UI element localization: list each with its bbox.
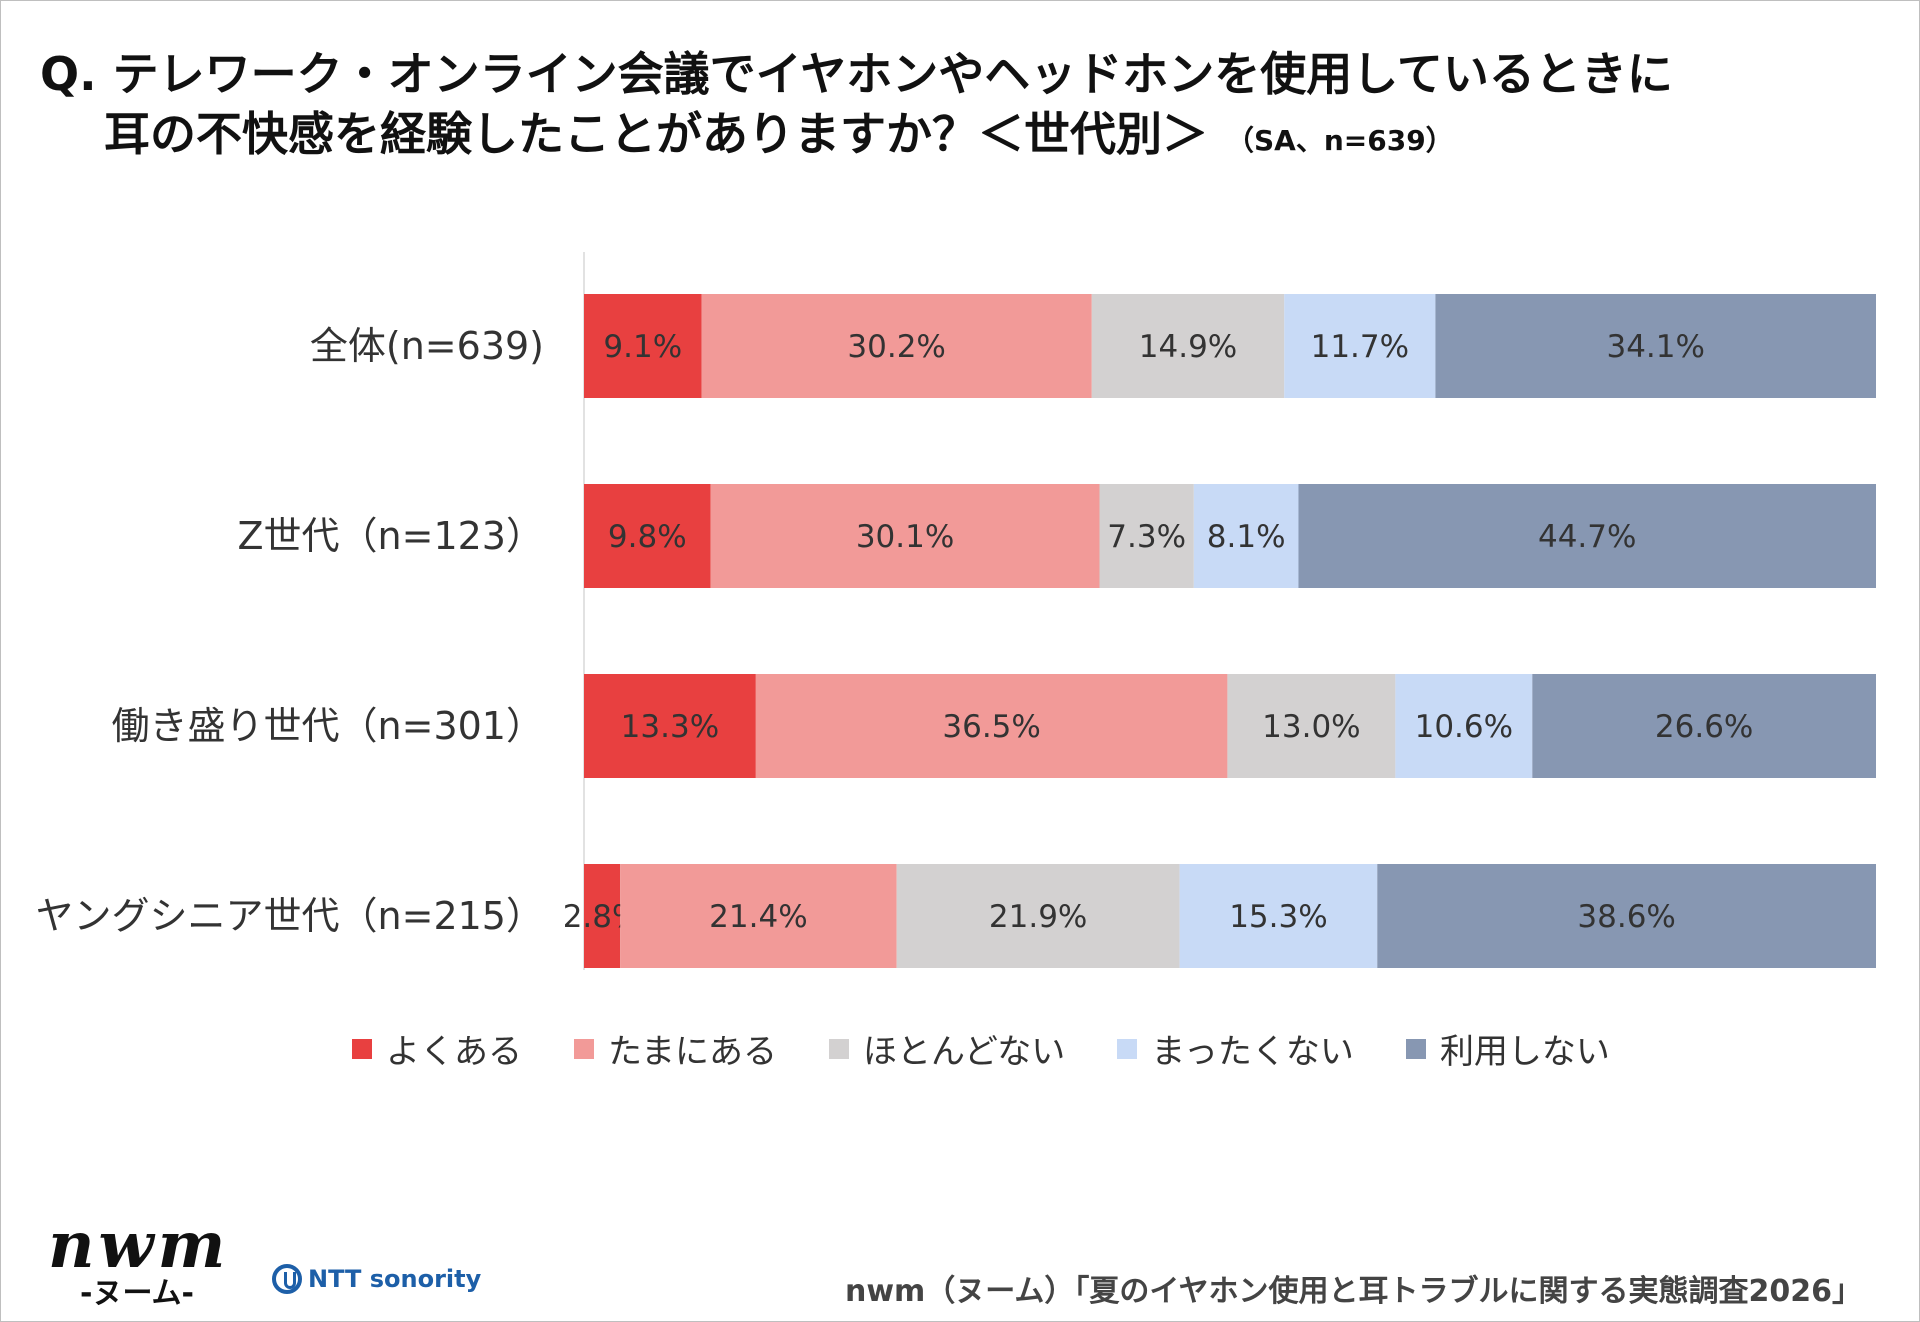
bar-segment [1435,294,1876,398]
legend-swatch [352,1038,372,1059]
legend-item: ほとんどない [828,1024,1066,1073]
legend-label: ほとんどない [862,1032,1066,1072]
bar-segment [1298,484,1876,588]
data-label: 44.7% [1538,519,1636,555]
bar-segment [1284,294,1436,398]
data-label: 21.9% [989,899,1087,935]
category-label: ヤングシニア世代（n=215） [36,894,544,938]
data-label: 26.6% [1655,709,1753,745]
bar-segment [584,484,711,588]
bar-segment [584,294,702,398]
data-label: 13.3% [621,709,719,745]
data-label: 11.7% [1311,329,1409,365]
title-subtitle: （SA、n=639） [1226,124,1454,157]
legend-item: よくある [352,1024,522,1073]
bar-segment [620,864,897,968]
category-label: 働き盛り世代（n=301） [112,704,544,748]
legend-item: たまにある [574,1024,777,1073]
legend-label: たまにある [608,1032,777,1072]
title-line-2-text: 耳の不快感を経験したことがありますか？＜世代別＞ [104,107,1208,161]
bar-segment [584,864,621,968]
nwm-logo: nwm [48,1208,230,1283]
data-label: 9.8% [608,519,687,555]
title-line-2: 耳の不快感を経験したことがありますか？＜世代別＞ （SA、n=639） [40,104,1673,171]
data-label: 9.1% [603,329,682,365]
legend-item: 利用しない [1405,1024,1610,1073]
category-label: Z世代（n=123） [238,514,545,558]
nwm-logo-subtext: -ヌーム- [80,1276,195,1311]
data-label: 21.4% [709,899,807,935]
data-label: 7.3% [1107,519,1186,555]
data-label: 38.6% [1577,899,1675,935]
bar-segment [1227,674,1396,778]
bar-segment [1395,674,1533,778]
bar-segment [584,674,756,778]
bar-segment [1532,674,1876,778]
bar-segment [1193,484,1299,588]
bar-segment [1099,484,1194,588]
chart-title: Q. テレワーク・オンライン会議でイヤホンやヘッドホンを使用しているときに 耳の… [40,44,1673,171]
legend-label: よくある [386,1032,522,1072]
bar-segment [755,674,1228,778]
bar-segment [1091,294,1285,398]
legend-item: まったくない [1117,1024,1354,1073]
chart-legend: よくある たまにある ほとんどない まったくない 利用しない [352,1024,1610,1073]
data-label: 15.3% [1229,899,1327,935]
legend-label: 利用しない [1439,1032,1610,1072]
bar-segment [896,864,1180,968]
title-line-1: Q. テレワーク・オンライン会議でイヤホンやヘッドホンを使用しているときに [40,47,1673,101]
bar-segment [1377,864,1876,968]
ntt-sonority-logo: NTT sonority [272,1264,481,1294]
bar-segment [710,484,1100,588]
data-label: 13.0% [1262,709,1360,745]
legend-label: まったくない [1151,1032,1354,1072]
data-label: 30.1% [856,519,954,555]
ntt-logo-text: NTT sonority [308,1265,482,1293]
bar-segment [1179,864,1378,968]
data-label: 30.2% [847,329,945,365]
data-label: 34.1% [1606,329,1704,365]
data-label: 10.6% [1415,709,1513,745]
legend-swatch [828,1038,849,1059]
data-label: 36.5% [942,709,1040,745]
data-label: 14.9% [1139,329,1237,365]
legend-swatch [1117,1038,1138,1059]
source-credit: nwm（ヌーム）「夏のイヤホン使用と耳トラブルに関する実態調査2026」 [844,1274,1862,1309]
data-label: 8.1% [1207,519,1286,555]
bar-segment [701,294,1092,398]
ntt-logo-icon [272,1264,302,1294]
legend-swatch [1405,1038,1426,1059]
legend-swatch [574,1038,594,1059]
category-label: 全体(n=639) [310,324,544,368]
